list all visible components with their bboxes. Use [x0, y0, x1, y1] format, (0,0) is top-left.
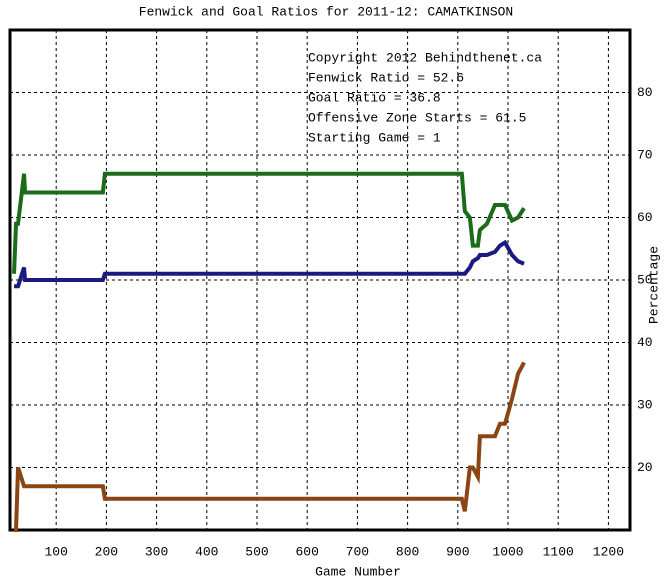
x-axis-label: Game Number	[315, 564, 401, 579]
y-tick-label: 20	[637, 460, 653, 475]
x-tick-label: 100	[44, 544, 67, 559]
annotation: Copyright 2012 Behindthenet.ca	[308, 50, 542, 65]
annotation: Offensive Zone Starts = 61.5	[308, 110, 526, 125]
annotation: Goal Ratio = 36.8	[308, 90, 441, 105]
x-tick-label: 200	[95, 544, 118, 559]
x-tick-label: 300	[145, 544, 168, 559]
x-tick-label: 700	[346, 544, 369, 559]
y-tick-label: 70	[637, 147, 653, 162]
y-tick-label: 60	[637, 210, 653, 225]
x-tick-label: 500	[245, 544, 268, 559]
data-line	[14, 361, 526, 532]
chart-title: Fenwick and Goal Ratios for 2011-12: CAM…	[139, 4, 513, 19]
annotation: Starting Game = 1	[308, 130, 441, 145]
y-tick-label: 30	[637, 397, 653, 412]
x-tick-label: 800	[396, 544, 419, 559]
x-tick-label: 400	[195, 544, 218, 559]
x-tick-label: 1000	[492, 544, 523, 559]
data-line	[14, 239, 525, 289]
y-tick-label: 40	[637, 335, 653, 350]
x-tick-label: 1100	[543, 544, 574, 559]
y-axis-label: Percentage	[646, 246, 661, 324]
y-tick-label: 80	[637, 85, 653, 100]
plot-border	[8, 28, 632, 532]
x-tick-label: 900	[446, 544, 469, 559]
annotation: Fenwick Ratio = 52.6	[308, 70, 464, 85]
y-tick-label: 50	[637, 272, 653, 287]
x-tick-label: 600	[295, 544, 318, 559]
x-tick-label: 1200	[593, 544, 624, 559]
data-line	[12, 171, 526, 274]
